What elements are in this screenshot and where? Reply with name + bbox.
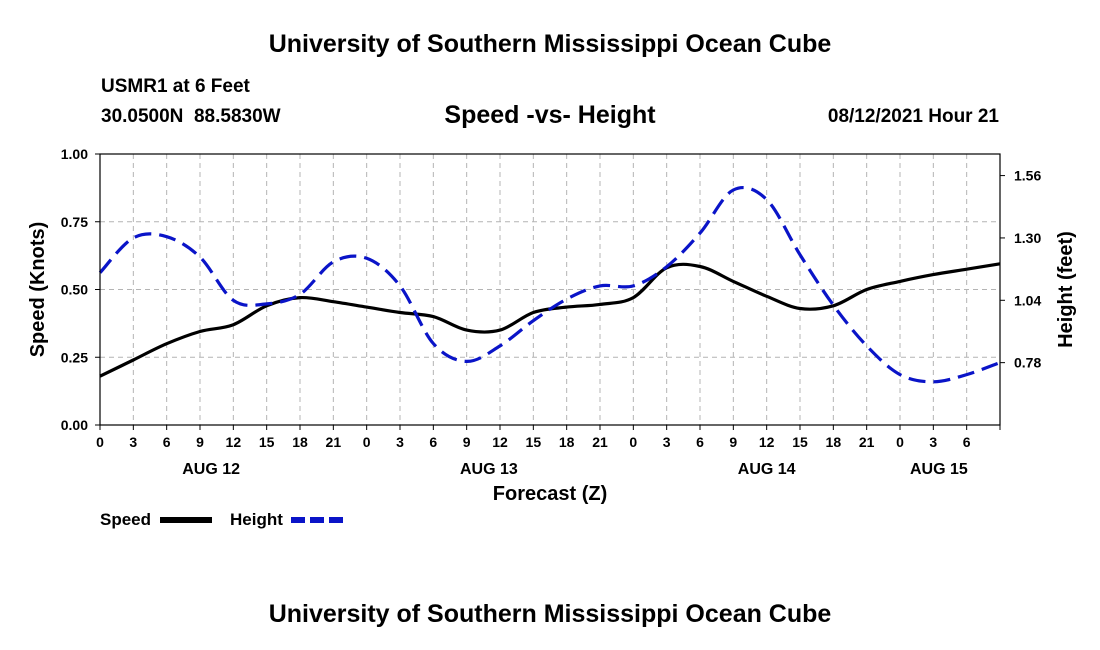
- y-tick-label-left: 1.00: [61, 146, 88, 162]
- y-tick-label-right: 1.30: [1014, 230, 1041, 246]
- x-tick-label: 3: [929, 434, 937, 450]
- station-coords: 30.0500N 88.5830W: [101, 106, 281, 127]
- x-date-label: AUG 15: [910, 461, 968, 478]
- x-axis-label: Forecast (Z): [493, 483, 607, 505]
- legend-speed-label: Speed: [100, 510, 151, 529]
- x-tick-label: 12: [492, 434, 508, 450]
- x-tick-label: 21: [592, 434, 608, 450]
- x-tick-label: 6: [429, 434, 437, 450]
- series: [98, 186, 1001, 384]
- x-tick-label: 9: [729, 434, 737, 450]
- ticks: 0 3 6 9 12 15 18 21 0 3 6 9 12 15 18 21 0 3 6 9 12 15 18 21 0 3 6A…: [61, 146, 1042, 478]
- chart-subtitle: Speed -vs- Height: [444, 101, 656, 129]
- x-date-label: AUG 12: [182, 461, 240, 478]
- x-tick-label: 15: [259, 434, 275, 450]
- x-tick-label: 18: [559, 434, 575, 450]
- x-tick-label: 9: [463, 434, 471, 450]
- height-series-line: [98, 186, 1001, 384]
- x-tick-label: 0: [363, 434, 371, 450]
- x-tick-label: 15: [792, 434, 808, 450]
- x-tick-label: 18: [826, 434, 842, 450]
- speed-series-line: [99, 262, 1001, 378]
- y-axis-label-left: Speed (Knots): [27, 222, 49, 358]
- x-tick-label: 21: [859, 434, 875, 450]
- y-tick-label-right: 1.56: [1014, 168, 1041, 184]
- y-tick-label-right: 1.04: [1014, 292, 1041, 308]
- x-tick-label: 3: [129, 434, 137, 450]
- x-tick-label: 6: [963, 434, 971, 450]
- x-date-label: AUG 13: [460, 461, 518, 478]
- y-tick-label-right: 0.78: [1014, 355, 1041, 371]
- x-tick-label: 12: [759, 434, 775, 450]
- x-date-label: AUG 14: [738, 461, 796, 478]
- x-tick-label: 0: [96, 434, 104, 450]
- chart-bottom-title: University of Southern Mississippi Ocean…: [268, 600, 832, 628]
- x-tick-label: 6: [696, 434, 704, 450]
- y-tick-label-left: 0.50: [61, 282, 88, 298]
- x-tick-label: 21: [326, 434, 342, 450]
- x-tick-label: 9: [196, 434, 204, 450]
- grid: [100, 154, 1000, 425]
- x-tick-label: 12: [226, 434, 242, 450]
- x-tick-label: 6: [163, 434, 171, 450]
- chart-top-title: University of Southern Mississippi Ocean…: [268, 30, 832, 58]
- station-name: USMR1 at 6 Feet: [101, 76, 250, 97]
- legend: Speed Height: [100, 510, 343, 529]
- x-tick-label: 3: [663, 434, 671, 450]
- x-tick-label: 15: [526, 434, 542, 450]
- y-axis-label-right: Height (feet): [1055, 231, 1077, 348]
- legend-height-label: Height: [230, 510, 283, 529]
- x-tick-label: 0: [896, 434, 904, 450]
- x-tick-label: 3: [396, 434, 404, 450]
- forecast-date: 08/12/2021 Hour 21: [827, 106, 999, 127]
- y-tick-label-left: 0.00: [61, 417, 88, 433]
- x-tick-label: 18: [292, 434, 308, 450]
- y-tick-label-left: 0.75: [61, 214, 88, 230]
- x-tick-label: 0: [629, 434, 637, 450]
- y-tick-label-left: 0.25: [61, 349, 88, 365]
